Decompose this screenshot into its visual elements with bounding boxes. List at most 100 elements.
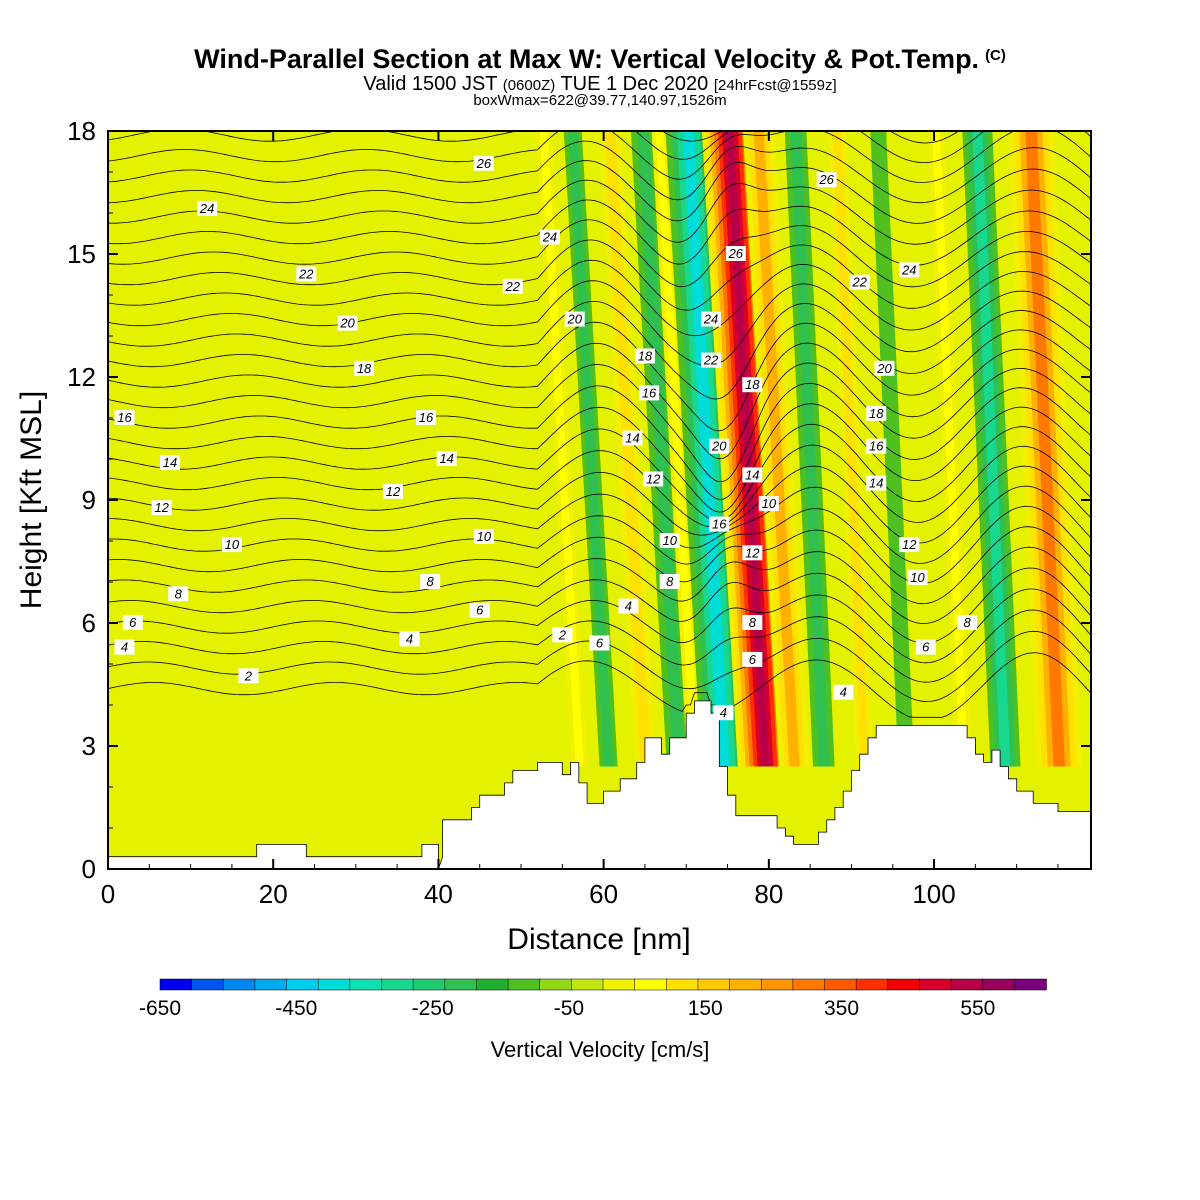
w-core [665,131,748,767]
colorbar-swatch [1014,978,1047,991]
theta-contour-label: 4 [399,631,420,647]
theta-label-bg [701,311,722,327]
theta-contour-label: 14 [742,467,763,483]
theta-contour-line [108,362,1091,483]
theta-label-text: 16 [117,410,132,425]
w-core [928,131,973,767]
colorbar-label: 150 [688,997,723,1020]
theta-contour-label: 26 [816,172,837,188]
colorbar-swatch [476,978,509,991]
colorbar-swatch [697,978,731,991]
theta-label-bg [866,438,887,454]
theta-contour-line [108,403,1091,513]
theta-label-bg [866,405,887,421]
theta-label-text: 22 [851,275,867,290]
theta-label-text: 18 [869,406,884,421]
theta-contour-label: 16 [709,516,730,532]
theta-contour-label: 16 [639,385,660,401]
theta-label-bg [618,598,639,614]
theta-contour-label: 4 [833,684,854,700]
theta-contour-label: 4 [114,639,135,655]
x-axis-title: Distance [nm] [507,923,690,956]
w-core [535,131,588,767]
velocity-field [535,131,1083,767]
colorbar-swatch [286,978,319,991]
theta-label-bg [874,360,895,376]
theta-contour-label: 8 [168,586,189,602]
theta-label-bg [221,537,242,553]
theta-label-text: 24 [542,230,557,245]
theta-label-text: 4 [121,640,128,655]
theta-label-text: 22 [505,279,521,294]
theta-contour-line [108,259,1091,337]
theta-label-bg [114,410,135,425]
colorbar-swatch [666,978,699,991]
theta-label-text: 12 [745,545,760,560]
theta-contour-label: 12 [742,545,763,561]
theta-contour-label: 22 [502,278,523,294]
theta-label-bg [634,348,655,364]
theta-contour-label: 4 [618,598,639,614]
theta-contour-line [108,300,1091,400]
theta-label-bg [742,467,763,483]
theta-label-bg [238,668,259,684]
colorbar-swatch [792,978,826,991]
theta-label-text: 10 [225,537,240,552]
x-tick-label: 60 [589,879,618,909]
theta-label-bg [659,574,680,589]
theta-contour-label: 16 [416,410,437,425]
colorbar-swatch [982,978,1016,991]
theta-label-text: 26 [818,172,834,187]
colorbar-swatch [729,978,762,991]
w-core [651,131,704,767]
colorbar-label: -250 [412,997,454,1020]
theta-contour-label: 24 [899,262,920,278]
theta-contour-label: 24 [197,200,218,216]
theta-label-text: 8 [427,574,435,589]
colorbar-swatch [444,978,478,991]
theta-label-bg [659,533,680,548]
theta-label-bg [742,651,763,667]
colorbar-swatch [950,978,984,991]
theta-label-bg [833,684,854,700]
theta-label-text: 4 [406,631,413,646]
colorbar-swatch [634,978,668,991]
theta-label-text: 14 [439,451,453,466]
theta-contour-label: 10 [758,496,779,512]
w-band [725,131,770,767]
box-max-info: boxWmax=622@39.77,140.97,1526m [473,92,727,109]
theta-label-bg [742,615,763,630]
theta-contour-label: 24 [539,229,560,245]
theta-contour-line [108,321,1091,432]
theta-contour-line [108,588,1091,664]
w-core [870,131,915,767]
theta-label-text: 20 [876,361,892,376]
theta-label-bg [589,635,610,651]
theta-contour-line [108,179,1091,245]
theta-label-text: 6 [129,615,137,630]
theta-contour-label: 8 [659,574,680,589]
y-tick-label: 18 [67,116,96,146]
theta-label-bg [151,500,172,516]
w-core [563,131,618,767]
theta-contour-label: 14 [159,455,180,471]
theta-contour-line [108,219,1091,288]
w-band [636,131,685,767]
theta-contour-label: 18 [866,405,887,421]
x-tick-label: 20 [259,879,288,909]
theta-label-bg [915,639,936,655]
theta-label-bg [469,602,490,618]
w-core [742,131,811,767]
theta-label-bg [957,615,978,630]
theta-label-bg [701,352,722,368]
theta-contour-label: 8 [742,615,763,630]
theta-contour-line [108,546,1091,624]
colorbar-swatch [223,978,256,991]
theta-contour-line [661,131,960,144]
theta-label-bg [420,574,441,589]
valid-utc: (0600Z) [502,77,556,94]
chart-title-text: Wind-Parallel Section at Max W: Vertical… [194,44,980,74]
theta-contour-line [108,465,1091,544]
w-core [784,131,835,767]
